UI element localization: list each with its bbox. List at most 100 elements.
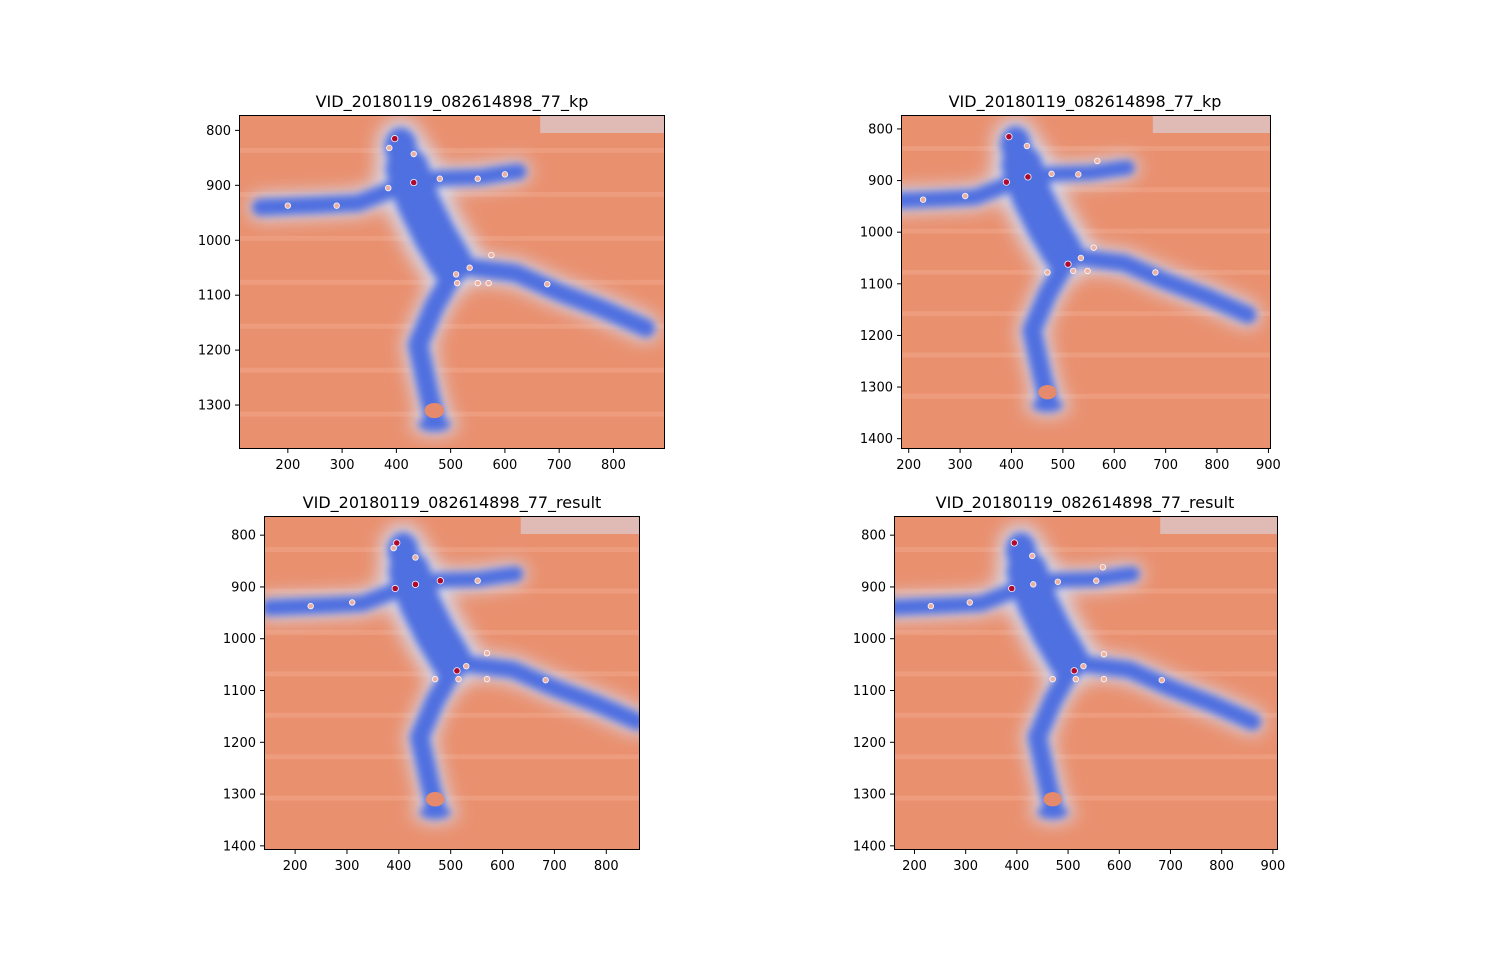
y-tick-label: 1100 bbox=[860, 277, 893, 292]
panel-kp-left: VID_20180119_082614898_77_kp 200 300 400 50… bbox=[198, 92, 665, 473]
y-tick-label: 1300 bbox=[860, 381, 893, 396]
motion-streak bbox=[894, 795, 1278, 801]
x-tick-label: 600 bbox=[492, 458, 517, 473]
panel-title: VID_20180119_082614898_77_kp bbox=[316, 92, 589, 112]
x-tick-label: 300 bbox=[330, 458, 355, 473]
keypoint bbox=[1029, 552, 1036, 560]
silhouette-limb bbox=[1074, 249, 1257, 324]
motion-streak bbox=[239, 147, 665, 153]
keypoint bbox=[1048, 170, 1055, 178]
silhouette-skate bbox=[418, 416, 451, 432]
axes-frame bbox=[239, 115, 665, 449]
keypoint bbox=[1090, 244, 1097, 251]
y-tick-label: 1100 bbox=[198, 289, 231, 304]
axes-frame bbox=[894, 516, 1278, 850]
keypoint bbox=[466, 264, 473, 271]
motion-streak bbox=[239, 191, 665, 197]
keypoint bbox=[1152, 269, 1159, 276]
silhouette-head bbox=[1005, 532, 1037, 570]
silhouette-skate bbox=[419, 804, 451, 820]
keypoint bbox=[436, 577, 444, 585]
x-tick-label: 400 bbox=[384, 458, 409, 473]
keypoint bbox=[966, 599, 973, 606]
keypoint bbox=[488, 251, 495, 259]
keypoint bbox=[390, 544, 397, 552]
y-tick-label: 800 bbox=[861, 529, 886, 544]
keypoint bbox=[1072, 675, 1079, 683]
skate-boot bbox=[424, 402, 445, 419]
keypoint bbox=[452, 271, 460, 278]
y-tick-label: 900 bbox=[231, 580, 256, 595]
keypoint bbox=[1030, 581, 1037, 588]
motion-streak bbox=[264, 712, 640, 718]
motion-streak bbox=[239, 323, 665, 329]
x-tick-label: 500 bbox=[1056, 859, 1081, 874]
x-tick-label: 200 bbox=[896, 458, 921, 473]
y-tick-label: 1100 bbox=[853, 684, 886, 699]
keypoint bbox=[411, 580, 420, 588]
x-tick-label: 600 bbox=[1102, 458, 1127, 473]
keypoint bbox=[483, 650, 491, 657]
x-tick-label: 700 bbox=[547, 458, 572, 473]
x-tick-label: 500 bbox=[438, 458, 463, 473]
x-tick-label: 700 bbox=[1153, 458, 1178, 473]
x-tick-label: 400 bbox=[1004, 859, 1029, 874]
y-tick-label: 1200 bbox=[860, 329, 893, 344]
x-tick-label: 300 bbox=[948, 458, 973, 473]
keypoint bbox=[1093, 577, 1100, 584]
keypoint bbox=[1099, 564, 1107, 571]
keypoint bbox=[1010, 539, 1018, 547]
y-tick-label: 1300 bbox=[198, 399, 231, 414]
motion-streak bbox=[901, 393, 1271, 399]
rink-wall-band bbox=[1152, 115, 1271, 133]
rink-wall-band bbox=[520, 516, 640, 534]
y-tick-label: 800 bbox=[231, 529, 256, 544]
heatmap-image bbox=[901, 115, 1271, 449]
silhouette-skate bbox=[1032, 397, 1063, 413]
keypoint bbox=[463, 662, 470, 670]
x-tick-label: 900 bbox=[1256, 458, 1281, 473]
y-tick-label: 1000 bbox=[853, 632, 886, 647]
x-tick-label: 300 bbox=[335, 859, 360, 874]
keypoint bbox=[431, 675, 439, 683]
silhouette-limb bbox=[1022, 253, 1076, 408]
x-tick-label: 200 bbox=[902, 859, 927, 874]
motion-streak bbox=[901, 145, 1271, 151]
keypoint bbox=[485, 279, 492, 287]
y-tick-label: 900 bbox=[206, 179, 231, 194]
keypoint bbox=[1100, 675, 1108, 683]
y-tick-label: 1200 bbox=[853, 736, 886, 751]
keypoint bbox=[1024, 173, 1032, 181]
keypoint bbox=[385, 184, 392, 192]
keypoint bbox=[333, 202, 340, 209]
panel-title: VID_20180119_082614898_77_kp bbox=[949, 92, 1222, 112]
keypoint bbox=[410, 150, 417, 158]
keypoint bbox=[307, 602, 314, 610]
keypoint bbox=[1094, 157, 1101, 165]
keypoint bbox=[1080, 662, 1087, 670]
y-tick-label: 900 bbox=[868, 174, 893, 189]
rink-wall-band bbox=[1160, 516, 1278, 534]
motion-streak bbox=[901, 187, 1271, 193]
heatmap-image bbox=[894, 516, 1278, 850]
silhouette-limb bbox=[463, 258, 656, 338]
x-tick-label: 700 bbox=[1158, 859, 1183, 874]
motion-streak bbox=[894, 588, 1278, 594]
keypoint bbox=[393, 539, 401, 547]
keypoint bbox=[474, 175, 481, 182]
motion-streak bbox=[239, 411, 665, 417]
keypoint bbox=[386, 144, 393, 152]
keypoint bbox=[1158, 676, 1165, 684]
keypoint bbox=[919, 196, 927, 203]
keypoint bbox=[391, 584, 399, 593]
y-tick-label: 1100 bbox=[223, 684, 256, 699]
keypoint bbox=[501, 171, 509, 178]
motion-streak bbox=[894, 754, 1278, 760]
silhouette-limb bbox=[407, 262, 464, 427]
keypoint bbox=[455, 675, 462, 683]
x-tick-label: 200 bbox=[275, 458, 300, 473]
y-tick-label: 1200 bbox=[198, 344, 231, 359]
silhouette-limb bbox=[1079, 655, 1262, 731]
keypoint bbox=[483, 675, 491, 683]
